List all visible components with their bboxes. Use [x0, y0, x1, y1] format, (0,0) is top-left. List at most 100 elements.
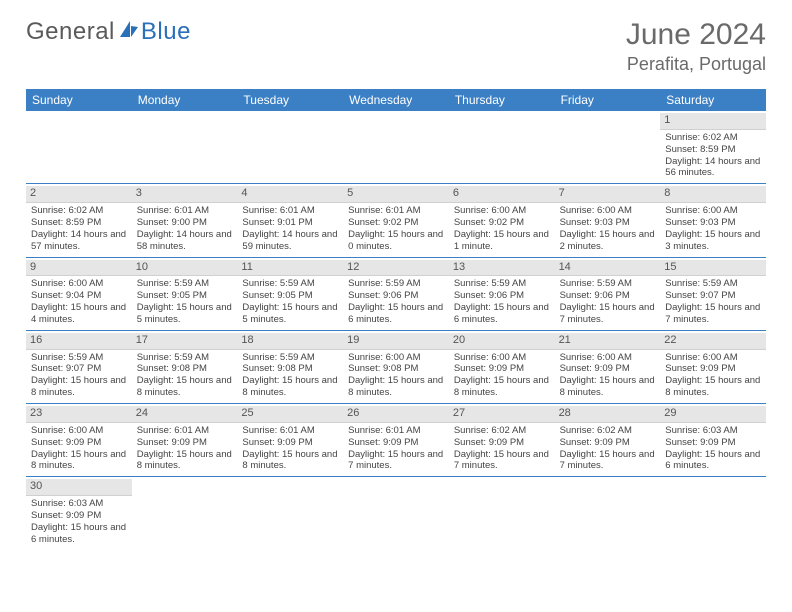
sunset-text: Sunset: 8:59 PM [665, 144, 761, 156]
day-number: 23 [26, 406, 132, 423]
sunset-text: Sunset: 9:05 PM [137, 290, 233, 302]
day-cell: 8Sunrise: 6:00 AMSunset: 9:03 PMDaylight… [660, 184, 766, 256]
sunrise-text: Sunrise: 5:59 AM [31, 352, 127, 364]
sunset-text: Sunset: 9:05 PM [242, 290, 338, 302]
sunset-text: Sunset: 9:09 PM [454, 363, 550, 375]
day-cell [343, 477, 449, 549]
logo: General Blue [26, 18, 191, 46]
daylight-text: Daylight: 15 hours and 6 minutes. [454, 302, 550, 326]
sunrise-text: Sunrise: 6:03 AM [665, 425, 761, 437]
day-number: 13 [449, 260, 555, 277]
daylight-text: Daylight: 15 hours and 8 minutes. [242, 449, 338, 473]
week-row: 30Sunrise: 6:03 AMSunset: 9:09 PMDayligh… [26, 477, 766, 549]
day-number: 7 [555, 186, 661, 203]
daylight-text: Daylight: 15 hours and 8 minutes. [560, 375, 656, 399]
daylight-text: Daylight: 14 hours and 59 minutes. [242, 229, 338, 253]
sunrise-text: Sunrise: 6:01 AM [242, 205, 338, 217]
day-number: 10 [132, 260, 238, 277]
day-number: 5 [343, 186, 449, 203]
day-cell [132, 111, 238, 183]
daylight-text: Daylight: 15 hours and 7 minutes. [560, 302, 656, 326]
daylight-text: Daylight: 15 hours and 8 minutes. [137, 375, 233, 399]
day-details: Sunrise: 5:59 AMSunset: 9:05 PMDaylight:… [136, 278, 234, 326]
day-details: Sunrise: 6:02 AMSunset: 8:59 PMDaylight:… [664, 132, 762, 180]
header: General Blue June 2024 Perafita, Portuga… [0, 0, 792, 83]
logo-text-general: General [26, 18, 115, 46]
sunrise-text: Sunrise: 5:59 AM [137, 278, 233, 290]
day-details: Sunrise: 6:00 AMSunset: 9:09 PMDaylight:… [559, 352, 657, 400]
week-row: 9Sunrise: 6:00 AMSunset: 9:04 PMDaylight… [26, 258, 766, 331]
day-details: Sunrise: 6:02 AMSunset: 8:59 PMDaylight:… [30, 205, 128, 253]
sunrise-text: Sunrise: 6:01 AM [242, 425, 338, 437]
daylight-text: Daylight: 15 hours and 7 minutes. [665, 302, 761, 326]
logo-text-blue: Blue [141, 18, 191, 46]
sunrise-text: Sunrise: 6:01 AM [137, 205, 233, 217]
sunset-text: Sunset: 9:02 PM [348, 217, 444, 229]
day-details: Sunrise: 6:00 AMSunset: 9:04 PMDaylight:… [30, 278, 128, 326]
sunrise-text: Sunrise: 6:02 AM [454, 425, 550, 437]
week-row: 1 Sunrise: 6:02 AMSunset: 8:59 PMDaylight… [26, 111, 766, 184]
sunset-text: Sunset: 9:03 PM [665, 217, 761, 229]
day-number: 20 [449, 333, 555, 350]
day-number: 12 [343, 260, 449, 277]
sunrise-text: Sunrise: 6:00 AM [348, 352, 444, 364]
daylight-text: Daylight: 15 hours and 7 minutes. [348, 449, 444, 473]
daylight-text: Daylight: 15 hours and 0 minutes. [348, 229, 444, 253]
day-details: Sunrise: 6:01 AMSunset: 9:09 PMDaylight:… [347, 425, 445, 473]
day-cell: 23Sunrise: 6:00 AMSunset: 9:09 PMDayligh… [26, 404, 132, 476]
sunrise-text: Sunrise: 6:02 AM [560, 425, 656, 437]
daylight-text: Daylight: 15 hours and 6 minutes. [348, 302, 444, 326]
sunset-text: Sunset: 9:09 PM [665, 437, 761, 449]
day-number: 24 [132, 406, 238, 423]
daylight-text: Daylight: 14 hours and 57 minutes. [31, 229, 127, 253]
day-cell: 15Sunrise: 5:59 AMSunset: 9:07 PMDayligh… [660, 258, 766, 330]
weekday-header: Sunday Monday Tuesday Wednesday Thursday… [26, 89, 766, 111]
day-cell: 20Sunrise: 6:00 AMSunset: 9:09 PMDayligh… [449, 331, 555, 403]
weekday-label: Monday [132, 89, 238, 111]
sunset-text: Sunset: 9:02 PM [454, 217, 550, 229]
daylight-text: Daylight: 15 hours and 8 minutes. [31, 449, 127, 473]
sunset-text: Sunset: 9:09 PM [454, 437, 550, 449]
day-cell: 4Sunrise: 6:01 AMSunset: 9:01 PMDaylight… [237, 184, 343, 256]
day-cell: 25Sunrise: 6:01 AMSunset: 9:09 PMDayligh… [237, 404, 343, 476]
weekday-label: Tuesday [237, 89, 343, 111]
day-cell: 13Sunrise: 5:59 AMSunset: 9:06 PMDayligh… [449, 258, 555, 330]
day-number: 17 [132, 333, 238, 350]
daylight-text: Daylight: 15 hours and 5 minutes. [137, 302, 233, 326]
daylight-text: Daylight: 15 hours and 4 minutes. [31, 302, 127, 326]
day-cell: 1 Sunrise: 6:02 AMSunset: 8:59 PMDaylight… [660, 111, 766, 183]
day-cell: 30Sunrise: 6:03 AMSunset: 9:09 PMDayligh… [26, 477, 132, 549]
day-number: 21 [555, 333, 661, 350]
day-details: Sunrise: 5:59 AMSunset: 9:06 PMDaylight:… [559, 278, 657, 326]
day-number: 14 [555, 260, 661, 277]
day-cell [660, 477, 766, 549]
day-cell: 7Sunrise: 6:00 AMSunset: 9:03 PMDaylight… [555, 184, 661, 256]
sunrise-text: Sunrise: 6:00 AM [560, 352, 656, 364]
sunrise-text: Sunrise: 6:01 AM [348, 425, 444, 437]
sunrise-text: Sunrise: 6:01 AM [137, 425, 233, 437]
sunrise-text: Sunrise: 6:00 AM [31, 278, 127, 290]
day-number: 25 [237, 406, 343, 423]
day-number: 27 [449, 406, 555, 423]
day-cell: 21 Sunrise: 6:00 AMSunset: 9:09 PMDayligh… [555, 331, 661, 403]
sunset-text: Sunset: 9:09 PM [665, 363, 761, 375]
day-cell: 27Sunrise: 6:02 AMSunset: 9:09 PMDayligh… [449, 404, 555, 476]
day-number: 1 [660, 113, 766, 130]
sunset-text: Sunset: 9:08 PM [348, 363, 444, 375]
sail-icon [118, 18, 140, 46]
day-number: 30 [26, 479, 132, 496]
title-block: June 2024 Perafita, Portugal [626, 18, 766, 75]
day-details: Sunrise: 6:01 AMSunset: 9:09 PMDaylight:… [136, 425, 234, 473]
sunset-text: Sunset: 9:08 PM [137, 363, 233, 375]
day-number: 2 [26, 186, 132, 203]
month-title: June 2024 [626, 18, 766, 52]
sunset-text: Sunset: 9:00 PM [137, 217, 233, 229]
daylight-text: Daylight: 15 hours and 8 minutes. [348, 375, 444, 399]
daylight-text: Daylight: 15 hours and 8 minutes. [137, 449, 233, 473]
day-cell: 5Sunrise: 6:01 AMSunset: 9:02 PMDaylight… [343, 184, 449, 256]
day-number: 15 [660, 260, 766, 277]
day-details: Sunrise: 5:59 AMSunset: 9:06 PMDaylight:… [453, 278, 551, 326]
daylight-text: Daylight: 15 hours and 1 minute. [454, 229, 550, 253]
sunrise-text: Sunrise: 5:59 AM [348, 278, 444, 290]
week-row: 16Sunrise: 5:59 AMSunset: 9:07 PMDayligh… [26, 331, 766, 404]
